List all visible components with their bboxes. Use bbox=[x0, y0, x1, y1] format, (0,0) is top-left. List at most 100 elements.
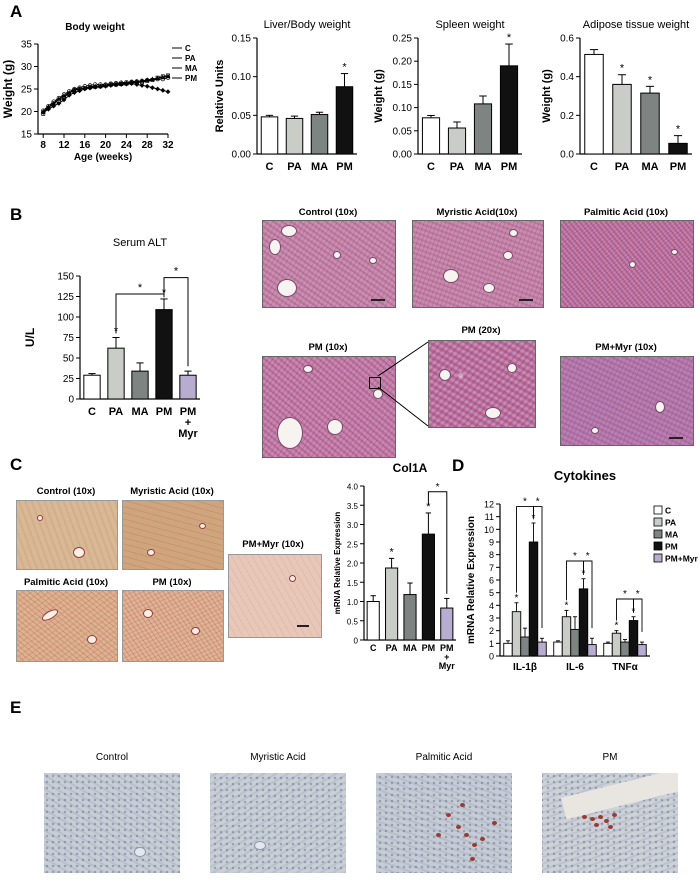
significance-star: * bbox=[389, 546, 394, 558]
bar-pa bbox=[511, 611, 522, 657]
x-tick-label: 16 bbox=[79, 140, 91, 151]
legend-label: PM bbox=[665, 542, 678, 552]
y-tick-label: 0.05 bbox=[393, 126, 413, 137]
x-tick-label: 24 bbox=[121, 140, 133, 151]
x-tick-label: 32 bbox=[162, 140, 174, 151]
y-tick-label: 0.00 bbox=[232, 150, 252, 161]
data-point bbox=[40, 109, 46, 115]
significance-star: * bbox=[342, 62, 347, 74]
bracket-star: * bbox=[623, 589, 627, 600]
y-tick-label: 0.15 bbox=[393, 80, 413, 91]
legend-label: PM bbox=[185, 74, 197, 83]
data-point bbox=[103, 83, 109, 89]
y-tick-label: 20 bbox=[21, 107, 33, 118]
data-point bbox=[155, 86, 161, 92]
y-tick-label: 15 bbox=[21, 130, 33, 141]
y-tick-label: 2 bbox=[489, 626, 494, 636]
chart-title: Serum ALT bbox=[113, 237, 167, 249]
y-axis-label: U/L bbox=[23, 328, 37, 347]
significance-star: * bbox=[426, 501, 431, 513]
legend-swatch bbox=[653, 505, 663, 515]
y-tick-label: 25 bbox=[63, 374, 75, 385]
chart-title: Col1A bbox=[393, 461, 428, 475]
x-category-label: PA bbox=[450, 161, 465, 173]
bracket-star: * bbox=[138, 282, 143, 294]
bracket-star: * bbox=[636, 589, 640, 600]
x-tick-label: 20 bbox=[100, 140, 112, 151]
data-point bbox=[45, 106, 51, 112]
x-category-label: IL-1β bbox=[513, 662, 537, 673]
y-tick-label: 4 bbox=[489, 601, 494, 611]
bracket-star: * bbox=[174, 266, 179, 278]
data-point bbox=[56, 96, 62, 101]
x-category-label: C bbox=[370, 643, 377, 653]
x-tick-label: 12 bbox=[58, 140, 70, 151]
panelc-label-control: Control (10x) bbox=[36, 486, 96, 497]
adipose-chart: 0.0 0.2 0.4 0.6 Adipose tissue weight Weight … bbox=[541, 19, 692, 173]
panel-letter-e: E bbox=[10, 698, 22, 717]
legend-label: PA bbox=[185, 54, 196, 63]
chart-title: Adipose tissue weight bbox=[583, 19, 689, 31]
data-point bbox=[160, 74, 166, 80]
x-category-label: MA bbox=[311, 161, 328, 173]
y-tick-label: 3 bbox=[489, 614, 494, 624]
y-tick-label: 0.25 bbox=[393, 34, 413, 45]
x-category-label: PM bbox=[440, 643, 454, 653]
data-point bbox=[118, 82, 124, 87]
x-category-label: MA bbox=[403, 643, 417, 653]
data-point bbox=[139, 82, 145, 88]
panele-image-myristic bbox=[210, 773, 346, 873]
x-category-label: PM bbox=[180, 406, 197, 418]
x-category-label: C bbox=[266, 161, 274, 173]
legend-swatch bbox=[653, 529, 663, 539]
y-tick-label: 0.10 bbox=[232, 72, 252, 83]
legend-label: PA bbox=[665, 518, 676, 528]
data-point bbox=[61, 93, 67, 98]
y-tick-label: 0 bbox=[489, 652, 494, 662]
x-category-label: MA bbox=[641, 161, 658, 173]
y-tick-label: 2.5 bbox=[347, 540, 359, 549]
data-point bbox=[134, 82, 140, 87]
data-point bbox=[82, 86, 88, 92]
x-category-label: PM bbox=[336, 161, 353, 173]
panele-label-control: Control bbox=[95, 752, 129, 763]
data-point bbox=[160, 87, 166, 93]
y-tick-label: 11 bbox=[485, 512, 494, 522]
y-tick-label: 8 bbox=[489, 550, 494, 560]
panele-label-myristic: Myristic Acid bbox=[250, 752, 306, 763]
bar-pa bbox=[385, 567, 399, 641]
y-tick-label: 50 bbox=[63, 354, 75, 365]
y-tick-label: 150 bbox=[57, 272, 74, 283]
y-axis-label: mRNA Relative Expression bbox=[466, 516, 477, 644]
data-point bbox=[165, 73, 171, 79]
x-axis-label: Age (weeks) bbox=[74, 152, 132, 163]
legend-label: PM+Myr bbox=[665, 554, 699, 564]
data-point bbox=[129, 81, 135, 87]
panelb-label-palmitic: Palmitic Acid (10x) bbox=[583, 207, 669, 218]
significance-bracket bbox=[583, 560, 593, 629]
y-tick-label: 5 bbox=[489, 588, 494, 598]
y-tick-label: 10 bbox=[484, 525, 494, 535]
panelb-image-myristic bbox=[412, 220, 544, 308]
chart-title: Spleen weight bbox=[435, 19, 504, 31]
x-tick-label: 28 bbox=[142, 140, 154, 151]
x-category-label: PM bbox=[422, 643, 436, 653]
y-tick-label: 0.6 bbox=[560, 34, 574, 45]
y-axis-label: Weight (g) bbox=[373, 69, 385, 123]
legend-swatch bbox=[653, 541, 663, 551]
significance-star: * bbox=[615, 621, 619, 632]
data-point bbox=[149, 85, 155, 91]
y-tick-label: 6 bbox=[489, 576, 494, 586]
x-category-label: + bbox=[185, 417, 191, 429]
panelc-label-myristic: Myristic Acid (10x) bbox=[130, 486, 214, 497]
significance-star: * bbox=[515, 593, 519, 604]
y-tick-label: 0.0 bbox=[560, 150, 574, 161]
liver-body-chart: 0.00 0.05 0.10 0.15 Liver/Body weight Relativ… bbox=[214, 19, 357, 173]
panele-image-pm bbox=[542, 773, 678, 873]
x-category-label: Myr bbox=[439, 661, 456, 671]
significance-star: * bbox=[676, 124, 681, 136]
y-tick-label: 2.0 bbox=[347, 560, 359, 569]
x-tick-label: 8 bbox=[40, 140, 46, 151]
